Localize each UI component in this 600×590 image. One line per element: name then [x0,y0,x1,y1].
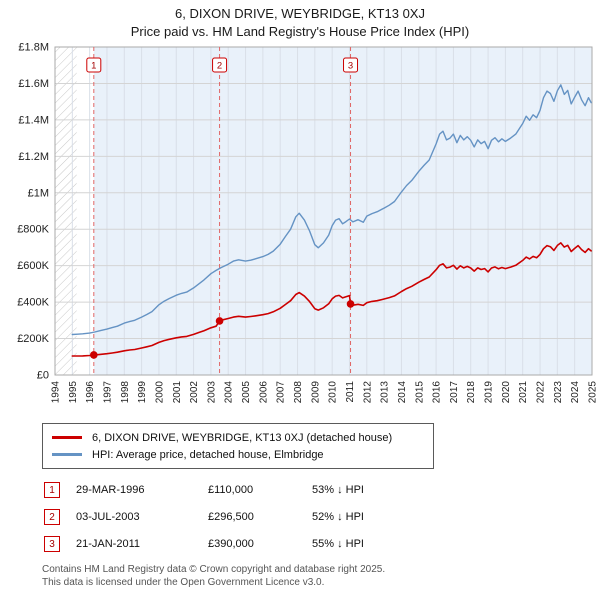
svg-text:£1.8M: £1.8M [18,42,49,54]
svg-text:2022: 2022 [536,381,547,404]
transactions-table: 1 29-MAR-1996 £110,000 53% ↓ HPI 2 03-JU… [44,482,600,552]
svg-text:2009: 2009 [310,381,321,404]
page-title: 6, DIXON DRIVE, WEYBRIDGE, KT13 0XJ [175,6,425,21]
transaction-hpi-diff: 52% ↓ HPI [312,511,364,523]
svg-text:1999: 1999 [137,381,148,404]
svg-text:2012: 2012 [362,381,373,404]
price-history-chart: 1 2 3 £0 £200K £400K £600K £800K £1M £1.2M £1.4M £1… [17,42,599,404]
svg-text:1998: 1998 [120,381,131,404]
svg-text:2: 2 [217,61,222,72]
svg-text:£1.4M: £1.4M [18,114,49,126]
svg-text:2014: 2014 [397,381,408,404]
svg-text:£200K: £200K [17,333,49,345]
svg-text:2010: 2010 [328,381,339,404]
transaction-price: £390,000 [208,538,254,550]
svg-text:2004: 2004 [224,381,235,404]
svg-text:2008: 2008 [293,381,304,404]
hpi-legend-label: HPI: Average price, detached house, Elmb… [92,448,324,461]
svg-text:2006: 2006 [258,381,269,404]
svg-text:1995: 1995 [68,381,79,404]
svg-text:3: 3 [348,61,353,72]
svg-text:2024: 2024 [570,381,581,404]
chart-legend: 6, DIXON DRIVE, WEYBRIDGE, KT13 0XJ (det… [42,423,434,469]
svg-text:2005: 2005 [241,381,252,404]
transaction-price: £110,000 [208,484,254,496]
svg-text:2015: 2015 [414,381,425,404]
svg-text:2000: 2000 [154,381,165,404]
transaction-hpi-diff: 55% ↓ HPI [312,538,364,550]
hpi-line-swatch [52,453,82,456]
licence-line: This data is licensed under the Open Gov… [42,577,325,588]
property-line-swatch [52,436,82,439]
transaction-number-badge: 3 [44,536,60,552]
svg-text:£400K: £400K [17,297,49,309]
legend-row-hpi: HPI: Average price, detached house, Elmb… [52,446,424,463]
svg-text:£600K: £600K [17,260,49,272]
transaction-row: 2 03-JUL-2003 £296,500 52% ↓ HPI [44,509,600,525]
copyright-line: Contains HM Land Registry data © Crown c… [42,564,386,575]
transaction-row: 3 21-JAN-2011 £390,000 55% ↓ HPI [44,536,600,552]
transaction-row: 1 29-MAR-1996 £110,000 53% ↓ HPI [44,482,600,498]
svg-text:£800K: £800K [17,224,49,236]
svg-text:1: 1 [91,61,96,72]
svg-text:2023: 2023 [553,381,564,404]
svg-text:2017: 2017 [449,381,460,404]
svg-text:2007: 2007 [276,381,287,404]
svg-text:2002: 2002 [189,381,200,404]
svg-text:2020: 2020 [501,381,512,404]
svg-text:2011: 2011 [345,381,356,403]
transaction-date: 03-JUL-2003 [76,511,140,523]
transaction-date: 29-MAR-1996 [76,484,145,496]
svg-text:2003: 2003 [206,381,217,404]
legend-row-property: 6, DIXON DRIVE, WEYBRIDGE, KT13 0XJ (det… [52,429,424,446]
svg-text:£1.2M: £1.2M [18,151,49,163]
transaction-date: 21-JAN-2011 [76,538,140,550]
svg-text:2018: 2018 [466,381,477,404]
svg-text:2021: 2021 [518,381,529,404]
transaction-hpi-diff: 53% ↓ HPI [312,484,364,496]
svg-text:2019: 2019 [484,381,495,404]
svg-text:£0: £0 [37,370,49,382]
property-legend-label: 6, DIXON DRIVE, WEYBRIDGE, KT13 0XJ (det… [92,431,393,444]
svg-text:1994: 1994 [51,381,62,404]
transaction-number-badge: 2 [44,509,60,525]
svg-text:£1M: £1M [28,187,49,199]
page-subtitle: Price paid vs. HM Land Registry's House … [130,24,470,39]
licence-footer: Contains HM Land Registry data © Crown c… [42,563,600,589]
svg-text:2013: 2013 [380,381,391,404]
svg-text:2025: 2025 [588,381,599,404]
transaction-price: £296,500 [208,511,254,523]
svg-text:£1.6M: £1.6M [18,78,49,90]
svg-text:1997: 1997 [102,381,113,404]
svg-text:1996: 1996 [85,381,96,404]
svg-text:2016: 2016 [432,381,443,404]
svg-text:2001: 2001 [172,381,183,404]
transaction-number-badge: 1 [44,482,60,498]
